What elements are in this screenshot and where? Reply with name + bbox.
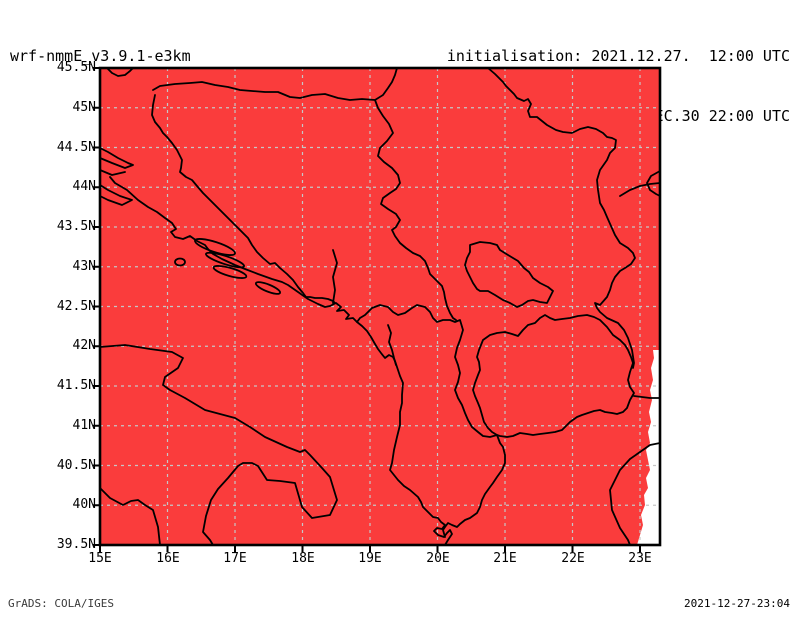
lon-label-22e: 22E <box>561 551 585 566</box>
lat-label-39-5n: 39.5N <box>56 537 96 552</box>
lon-label-18e: 18E <box>291 551 315 566</box>
lat-label-41n: 41N <box>72 418 96 433</box>
montenegro-serbia-albania-border <box>356 304 506 538</box>
creation-timestamp: 2021-12-27-23:04 <box>684 597 790 610</box>
drina-border <box>374 99 457 321</box>
island-hvar <box>205 251 245 269</box>
lat-label-40n: 40N <box>72 497 96 512</box>
lon-label-17e: 17E <box>223 551 247 566</box>
island-vis <box>174 257 186 267</box>
italy-adriatic-coastline <box>99 344 338 546</box>
lat-label-40-5n: 40.5N <box>56 458 96 473</box>
lat-label-45-5n: 45.5N <box>56 60 96 75</box>
kvarner-coast-notch <box>106 67 134 77</box>
lon-tick-marks <box>99 545 641 552</box>
dalmatia-albania-coastline <box>109 176 453 546</box>
init-time-label: initialisation: 2021.12.27. 12:00 UTC <box>446 47 790 65</box>
lat-label-44n: 44N <box>72 179 96 194</box>
north-border-line <box>152 67 398 101</box>
coastline-border-group <box>99 67 661 546</box>
lat-label-43-5n: 43.5N <box>56 219 96 234</box>
lat-label-45n: 45N <box>72 100 96 115</box>
model-title: wrf-nmmE_v3.9.1-e3km <box>10 47 191 65</box>
zadar-island-chain-2 <box>99 184 133 206</box>
island-korcula <box>212 265 248 279</box>
macedonia-east-border-extension <box>633 395 661 399</box>
lon-label-15e: 15E <box>88 551 112 566</box>
island-mljet <box>254 281 282 295</box>
montenegro-albania-border <box>387 324 397 366</box>
lat-label-44-5n: 44.5N <box>56 140 96 155</box>
island-brac <box>194 238 236 256</box>
danube-border-line <box>487 67 636 369</box>
zadar-island-chain-1 <box>99 147 134 176</box>
lon-label-16e: 16E <box>156 551 180 566</box>
italy-tyrrhenian-coastline <box>99 487 161 546</box>
bosnia-west-border <box>151 94 336 304</box>
lon-label-19e: 19E <box>358 551 382 566</box>
dalmatian-islands <box>174 238 282 295</box>
lon-label-20e: 20E <box>426 551 450 566</box>
lon-label-21e: 21E <box>493 551 517 566</box>
bosnia-south-border <box>332 249 338 304</box>
grads-stamp: GrADS: COLA/IGES <box>8 597 114 610</box>
lat-label-42-5n: 42.5N <box>56 299 96 314</box>
lon-label-23e: 23E <box>628 551 652 566</box>
lat-label-42n: 42N <box>72 338 96 353</box>
lat-label-43n: 43N <box>72 259 96 274</box>
graticule-lines <box>100 68 660 545</box>
lat-tick-marks <box>93 67 100 546</box>
lat-label-41-5n: 41.5N <box>56 378 96 393</box>
right-edge-border-squiggle <box>646 170 661 197</box>
macedonia-border <box>472 314 635 438</box>
bulgaria-greece-border <box>609 442 661 546</box>
kosovo-border <box>464 241 554 308</box>
right-edge-border-segment <box>619 182 661 197</box>
